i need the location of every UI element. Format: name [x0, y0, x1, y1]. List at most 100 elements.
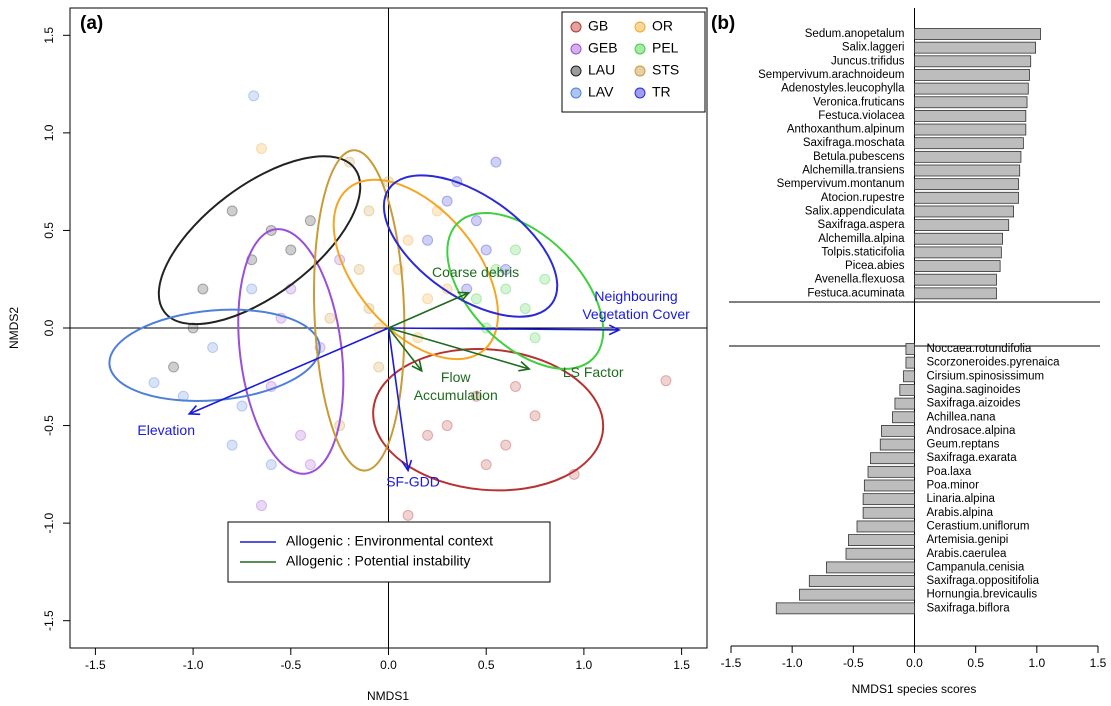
group-ellipse: [332, 178, 499, 361]
vector-label-line: SF-GDD: [386, 473, 440, 489]
category-label: Sedum.anopetalum: [805, 28, 905, 40]
point: [510, 244, 522, 256]
point: [255, 142, 267, 154]
group-ellipse: [237, 228, 345, 475]
point: [422, 429, 434, 441]
point: [539, 273, 551, 285]
bar: [879, 438, 915, 451]
category-label: Avenella.flexuosa: [815, 274, 906, 286]
vector-label-line: Vegetation Cover: [582, 306, 690, 322]
bar: [862, 506, 915, 519]
bar: [775, 602, 915, 615]
x-tick-label: 0.5: [967, 656, 984, 670]
point: [285, 244, 297, 256]
point: [402, 234, 414, 246]
bar: [848, 534, 915, 546]
vector-label: Elevation: [137, 422, 195, 438]
legend-label: GB: [588, 18, 608, 34]
point: [470, 390, 482, 402]
panel-label: (a): [80, 13, 103, 34]
bar: [914, 137, 1024, 150]
x-tick-label: 1.0: [576, 658, 593, 672]
bar: [863, 479, 915, 492]
bar: [914, 219, 1010, 232]
bar: [914, 246, 1002, 259]
category-label: Atocion.rupestre: [821, 192, 905, 204]
panel-label: (b): [711, 13, 735, 34]
category-label: Anthoxanthum.alpinum: [787, 124, 905, 136]
category-label: Festuca.acuminata: [807, 287, 905, 299]
category-label: Sagina.saginoides: [927, 384, 1021, 396]
point: [500, 283, 512, 295]
point: [470, 215, 482, 227]
y-tick-label: -0.5: [42, 415, 56, 436]
category-label: Saxifraga.oppositifolia: [927, 575, 1040, 587]
vector: [188, 327, 389, 415]
category-label: Poa.minor: [927, 480, 980, 492]
legend-marker: [634, 87, 646, 99]
vector-label-line: Coarse debris: [432, 264, 519, 280]
bar: [914, 287, 997, 300]
vector-label: Neighbouring Vegetation Cover: [582, 288, 690, 322]
vector-head: [187, 405, 201, 416]
point: [363, 205, 375, 217]
point: [500, 263, 512, 275]
legend-marker: [570, 21, 582, 33]
bar: [870, 452, 915, 465]
vector-head: [457, 291, 471, 302]
bar: [914, 164, 1021, 177]
legend-label: STS: [652, 62, 679, 78]
legend-label: GEB: [588, 40, 618, 56]
point: [148, 377, 160, 389]
category-label: Festuca.violacea: [818, 110, 905, 122]
bar: [881, 424, 915, 437]
vector: [388, 292, 469, 329]
vector-label-line: Elevation: [137, 422, 195, 438]
point: [207, 342, 219, 354]
bar: [914, 205, 1014, 218]
point: [510, 381, 522, 393]
legend-marker: [634, 43, 646, 55]
x-tick-label: -1.0: [782, 656, 803, 670]
point: [529, 332, 541, 344]
group-ellipse: [108, 308, 321, 402]
legend-marker: [570, 65, 582, 77]
point: [324, 312, 336, 324]
vector-label: SF-GDD: [386, 473, 440, 489]
x-tick-label: -1.5: [721, 656, 742, 670]
category-label: Alchemilla.alpina: [818, 233, 905, 245]
x-axis-label: NMDS1: [367, 689, 409, 703]
category-label: Achillea.nana: [927, 411, 997, 423]
vector: [388, 327, 530, 370]
point: [246, 283, 258, 295]
x-tick-label: 0.5: [478, 658, 495, 672]
y-tick-label: 1.0: [42, 124, 56, 141]
vector-label: LS Factor: [563, 364, 624, 380]
category-label: Salix.laggeri: [842, 42, 905, 54]
vector-head: [411, 359, 423, 373]
point: [304, 459, 316, 471]
category-label: Saxifraga.aspera: [818, 219, 906, 231]
category-label: Saxifraga.biflora: [927, 602, 1011, 614]
vector-label: Flow Accumulation: [414, 369, 498, 403]
legend-marker: [570, 87, 582, 99]
category-label: Cirsium.spinosissimum: [927, 370, 1045, 382]
point: [441, 420, 453, 432]
point: [295, 429, 307, 441]
point: [422, 293, 434, 305]
category-label: Saxifraga.exarata: [927, 452, 1018, 464]
point: [431, 205, 443, 217]
vector-label-line: LS Factor: [563, 364, 624, 380]
point: [248, 90, 260, 102]
legend-marker: [634, 65, 646, 77]
category-label: Alchemilla.transiens: [802, 165, 905, 177]
bar: [856, 520, 915, 533]
x-tick-label: 1.5: [1090, 656, 1107, 670]
legend-label: Allogenic : Potential instability: [286, 553, 470, 569]
category-label: Adenostyles.leucophylla: [781, 83, 905, 95]
category-label: Saxifraga.moschata: [803, 137, 905, 149]
category-label: Veronica.fruticans: [813, 96, 905, 108]
point: [490, 156, 502, 168]
x-tick-label: -0.5: [843, 656, 864, 670]
